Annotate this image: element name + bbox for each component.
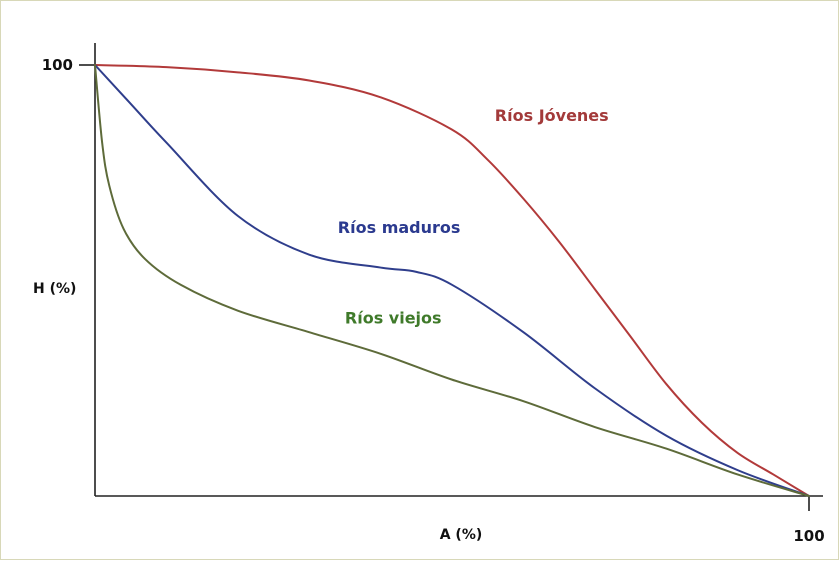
axes: 100 100 H (%) A (%) — [33, 43, 825, 545]
y-axis-label: H (%) — [33, 281, 76, 297]
series-label-rios-maduros: Ríos maduros — [338, 218, 461, 237]
series-line-rios-viejos — [94, 64, 810, 497]
series-line-rios-jovenes — [94, 64, 810, 497]
x-tick-label-100: 100 — [793, 527, 824, 545]
series-layer — [94, 64, 810, 497]
y-tick-label-100: 100 — [42, 56, 73, 74]
series-line-rios-maduros — [94, 64, 810, 497]
x-axis-label: A (%) — [440, 527, 483, 543]
series-label-rios-viejos: Ríos viejos — [345, 309, 442, 328]
series-label-rios-jovenes: Ríos Jóvenes — [495, 106, 609, 125]
annotation-layer: Ríos Jóvenes Ríos maduros Ríos viejos — [338, 106, 609, 328]
